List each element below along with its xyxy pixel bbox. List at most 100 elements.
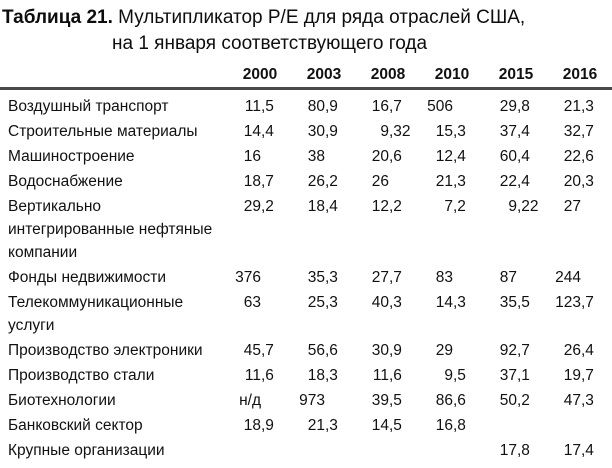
value-fraction-part: ,6 bbox=[389, 148, 402, 165]
value-integer-part: 45 bbox=[243, 342, 261, 359]
cell-value: 14,4 bbox=[228, 120, 292, 143]
row-label: Телекоммуникационные услуги bbox=[8, 294, 184, 334]
value-integer-part: 244 bbox=[555, 269, 581, 286]
value-integer-part: 9 bbox=[444, 367, 453, 384]
cell-value: 14,5 bbox=[356, 414, 420, 437]
cell-value: 27 bbox=[548, 195, 612, 218]
value-fraction-part: ,2 bbox=[453, 198, 466, 215]
value-fraction-part: ,3 bbox=[325, 417, 338, 434]
value-fraction-part bbox=[325, 145, 356, 168]
cell-value: 11,6 bbox=[356, 364, 420, 387]
value-integer-part: 14 bbox=[243, 123, 261, 140]
cell-value: 60,4 bbox=[484, 145, 548, 168]
cell-value: 26,2 bbox=[292, 170, 356, 193]
row-label: Банковский сектор bbox=[8, 417, 143, 434]
value-fraction-part: ,5 bbox=[261, 98, 274, 115]
value-integer-part: 14 bbox=[371, 417, 389, 434]
value-integer-part: 27 bbox=[371, 269, 389, 286]
value-integer-part: 18 bbox=[243, 417, 261, 434]
cell-value: 244 bbox=[548, 266, 612, 289]
cell-value: 30,9 bbox=[292, 120, 356, 143]
value-integer-part: 12 bbox=[435, 148, 453, 165]
row-label: Вертикально интегрированные нефтяные ком… bbox=[8, 198, 213, 261]
value-integer-part: 376 bbox=[235, 269, 261, 286]
value-fraction-part: ,3 bbox=[325, 269, 338, 286]
value-integer-part: 29 bbox=[435, 342, 453, 359]
cell-value: 83 bbox=[420, 266, 484, 289]
value-integer-part: 12 bbox=[371, 198, 389, 215]
value-fraction-part bbox=[581, 464, 612, 468]
value-integer-part: 17 bbox=[563, 442, 581, 459]
cell-value: 21,3 bbox=[292, 414, 356, 437]
table-row: Банковский сектор 18,9 21,3 14,5 16,8 bbox=[0, 413, 612, 438]
table-row: Телекоммуникационные услуги 63 25,3 40,3 14,… bbox=[0, 290, 612, 338]
value-fraction-part: ,4 bbox=[261, 123, 274, 140]
value-fraction-part bbox=[325, 389, 356, 412]
value-fraction-part: ,2 bbox=[261, 198, 274, 215]
row-label: Производство электроники bbox=[8, 342, 203, 359]
value-integer-part: 56 bbox=[307, 342, 325, 359]
cell-value: 56,6 bbox=[292, 339, 356, 362]
cell-value: 50,2 bbox=[484, 389, 548, 412]
cell-value: 16 bbox=[228, 145, 292, 168]
column-header-2003: 2003 bbox=[306, 66, 342, 83]
cell-value: 27,7 bbox=[356, 266, 420, 289]
value-fraction-part: ,7 bbox=[389, 98, 402, 115]
value-integer-part: 40 bbox=[371, 294, 389, 311]
cell-value: 86,6 bbox=[420, 389, 484, 412]
value-fraction-part: ,4 bbox=[581, 342, 594, 359]
value-fraction-part: ,22 bbox=[517, 198, 539, 215]
value-integer-part: 30 bbox=[307, 123, 325, 140]
value-integer-part: 17 bbox=[499, 442, 517, 459]
column-header-2016: 2016 bbox=[562, 66, 598, 83]
cell-value: 35,5 bbox=[484, 291, 548, 314]
row-label: Машиностроение bbox=[8, 148, 135, 165]
cell-value: 37,1 bbox=[484, 364, 548, 387]
value-integer-part: 20 bbox=[563, 173, 581, 190]
table-row: Биотехнологии н/д 973 39,5 86,6 50,2 47,3 bbox=[0, 388, 612, 413]
cell-value: 27 bbox=[548, 464, 612, 468]
value-integer-part: 16 bbox=[243, 148, 261, 165]
value-integer-part: 26 bbox=[307, 173, 325, 190]
value-integer-part: 26 bbox=[563, 342, 581, 359]
value-fraction-part: ,3 bbox=[581, 98, 594, 115]
value-integer-part: н/д bbox=[239, 392, 261, 409]
value-fraction-part: ,4 bbox=[325, 198, 338, 215]
cell-value: 376 bbox=[228, 266, 292, 289]
cell-value: 22,4 bbox=[484, 170, 548, 193]
cell-value: 16,8 bbox=[420, 414, 484, 437]
row-label: Местные организации bbox=[0, 464, 228, 468]
cell-value: 20,3 bbox=[548, 170, 612, 193]
column-header-2008: 2008 bbox=[370, 66, 406, 83]
value-integer-part: 18 bbox=[307, 198, 325, 215]
row-label: Строительные материалы bbox=[8, 123, 198, 140]
value-integer-part: 16 bbox=[435, 417, 453, 434]
table-row: Местные организации 47,627 bbox=[0, 463, 612, 468]
value-integer-part: 39 bbox=[371, 392, 389, 409]
value-fraction-part: ,4 bbox=[581, 442, 594, 459]
value-integer-part: 18 bbox=[243, 173, 261, 190]
value-integer-part: 7 bbox=[444, 198, 453, 215]
value-integer-part: 80 bbox=[307, 98, 325, 115]
value-fraction-part: ,2 bbox=[325, 173, 338, 190]
row-label: Водоснабжение bbox=[8, 173, 123, 190]
cell-value: 39,5 bbox=[356, 389, 420, 412]
cell-value: 18,9 bbox=[228, 414, 292, 437]
value-fraction-part: ,5 bbox=[389, 417, 402, 434]
table-row: Водоснабжение 18,7 26,2 26 21,3 22,4 20,3 bbox=[0, 169, 612, 194]
value-fraction-part bbox=[517, 266, 548, 289]
cell-value: 47,3 bbox=[548, 389, 612, 412]
cell-value: 18,7 bbox=[228, 170, 292, 193]
row-label: Биотехнологии bbox=[8, 392, 116, 409]
cell-value: 11,5 bbox=[228, 95, 292, 118]
value-integer-part: 27 bbox=[563, 198, 581, 215]
cell-value: 20,6 bbox=[356, 145, 420, 168]
value-fraction-part: ,2 bbox=[517, 392, 530, 409]
value-integer-part: 22 bbox=[499, 173, 517, 190]
value-fraction-part: ,6 bbox=[325, 342, 338, 359]
cell-value: 29,2 bbox=[228, 195, 292, 218]
value-integer-part: 60 bbox=[499, 148, 517, 165]
value-fraction-part bbox=[581, 266, 612, 289]
cell-value: 80,9 bbox=[292, 95, 356, 118]
